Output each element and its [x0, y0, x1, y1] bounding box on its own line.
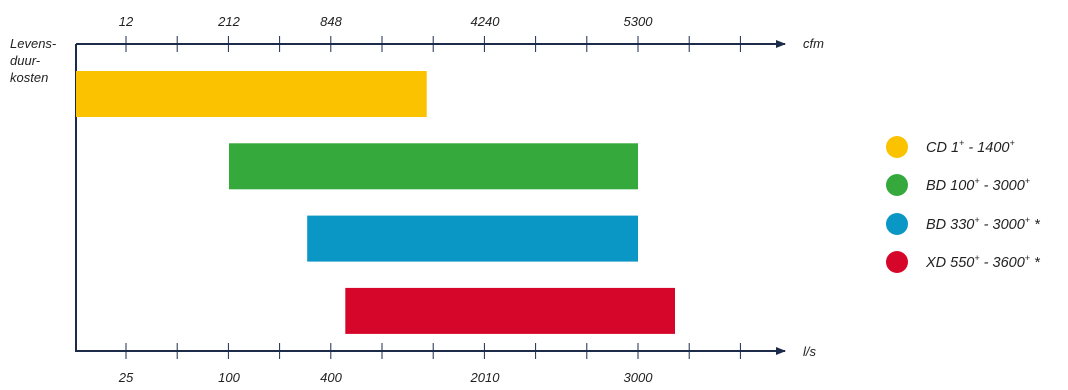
top-axis-ticks — [125, 36, 741, 52]
top-tick-label: 5300 — [624, 14, 654, 29]
legend: CD 1+ - 1400+ BD 100+ - 3000+ BD 330+ - … — [886, 136, 1041, 273]
legend-item: XD 550+ - 3600+ * — [886, 251, 1041, 273]
bottom-tick-label: 2010 — [470, 370, 501, 385]
bottom-tick-label: 25 — [118, 370, 134, 385]
legend-swatch-blue — [886, 213, 908, 235]
legend-swatch-green — [886, 174, 908, 196]
legend-label: BD 100+ - 3000+ — [926, 176, 1030, 194]
y-axis-label-line-2: duur- — [10, 53, 41, 68]
bottom-tick-label: 100 — [218, 370, 240, 385]
bottom-axis-unit: l/s — [803, 344, 817, 359]
range-bar-1 — [76, 71, 427, 117]
legend-item: BD 330+ - 3000+ * — [886, 213, 1041, 235]
range-bar-2 — [229, 143, 638, 190]
legend-label: XD 550+ - 3600+ * — [925, 253, 1041, 271]
range-bar-3 — [307, 215, 638, 262]
y-axis-label-line-3: kosten — [10, 70, 48, 85]
legend-label: BD 330+ - 3000+ * — [926, 215, 1041, 233]
range-bars — [76, 71, 675, 334]
top-tick-label: 212 — [217, 14, 240, 29]
top-tick-label: 4240 — [471, 14, 501, 29]
top-axis-unit: cfm — [803, 36, 824, 51]
range-bar-4 — [345, 287, 675, 334]
legend-label: CD 1+ - 1400+ — [926, 138, 1015, 156]
bottom-tick-label: 3000 — [624, 370, 654, 385]
legend-swatch-yellow — [886, 136, 908, 158]
top-tick-label: 848 — [320, 14, 342, 29]
legend-item: BD 100+ - 3000+ — [886, 174, 1030, 196]
y-axis-label-line-1: Levens- — [10, 36, 57, 51]
top-tick-label: 12 — [119, 14, 134, 29]
bottom-axis-ticks — [125, 343, 741, 359]
legend-item: CD 1+ - 1400+ — [886, 136, 1015, 158]
legend-swatch-red — [886, 251, 908, 273]
bottom-tick-label: 400 — [320, 370, 342, 385]
